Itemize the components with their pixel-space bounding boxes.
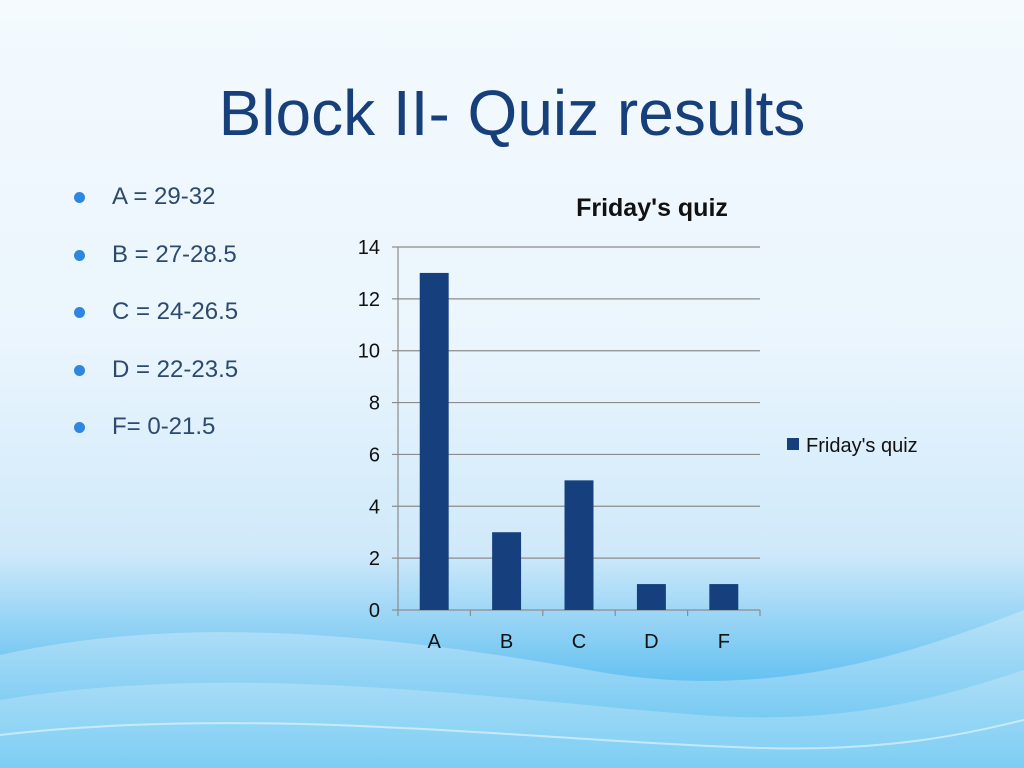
bullet-dot-icon — [74, 364, 85, 376]
legend: Friday's quiz — [787, 435, 918, 457]
x-tick-label: B — [500, 631, 513, 653]
bar-f — [709, 584, 739, 610]
bullet-item: C = 24-26.5 — [74, 298, 238, 356]
y-tick-label: 0 — [369, 600, 380, 622]
bullet-text: C = 24-26.5 — [112, 298, 239, 325]
y-tick-label: 6 — [369, 444, 380, 466]
y-tick-label: 4 — [369, 496, 380, 518]
chart-title: Friday's quiz — [576, 194, 728, 222]
bullet-text: D = 22-23.5 — [112, 355, 239, 383]
bullet-item: D = 22-23.5 — [74, 356, 238, 414]
slide-title: Block II- Quiz results — [218, 77, 806, 149]
grade-scale-list: A = 29-32 B = 27-28.5 C = 24-26.5 D = 22… — [74, 183, 238, 471]
bars — [419, 272, 739, 610]
legend-swatch — [787, 438, 799, 450]
bullet-text: F= 0-21.5 — [112, 413, 216, 440]
y-tick-label: 14 — [358, 237, 380, 259]
y-tick-label: 8 — [369, 393, 380, 415]
bullet-text: B = 27-28.5 — [112, 240, 237, 268]
x-tick-label: C — [572, 631, 586, 653]
bullet-dot-icon — [74, 192, 85, 203]
x-tick-label: F — [718, 631, 730, 653]
bullet-dot-icon — [74, 422, 85, 433]
bar-b — [492, 532, 522, 610]
x-tick-label: D — [644, 631, 658, 653]
y-axis-ticks: 0 2 4 6 8 10 12 14 — [358, 237, 380, 622]
y-tick-label: 10 — [358, 341, 380, 363]
bullet-text: A = 29-32 — [112, 183, 216, 210]
bar-a — [419, 272, 449, 610]
legend-label: Friday's quiz — [806, 435, 918, 457]
bullet-item: A = 29-32 — [74, 183, 238, 241]
bar-c — [564, 480, 594, 610]
y-tick-label: 12 — [358, 289, 380, 311]
gridlines — [392, 246, 760, 611]
bar-d — [636, 584, 666, 610]
bullet-dot-icon — [74, 249, 85, 261]
bullet-item: B = 27-28.5 — [74, 241, 238, 299]
y-tick-label: 2 — [369, 548, 380, 570]
bullet-dot-icon — [74, 307, 85, 318]
x-tick-label: A — [428, 631, 442, 653]
bullet-item: F= 0-21.5 — [74, 413, 238, 471]
